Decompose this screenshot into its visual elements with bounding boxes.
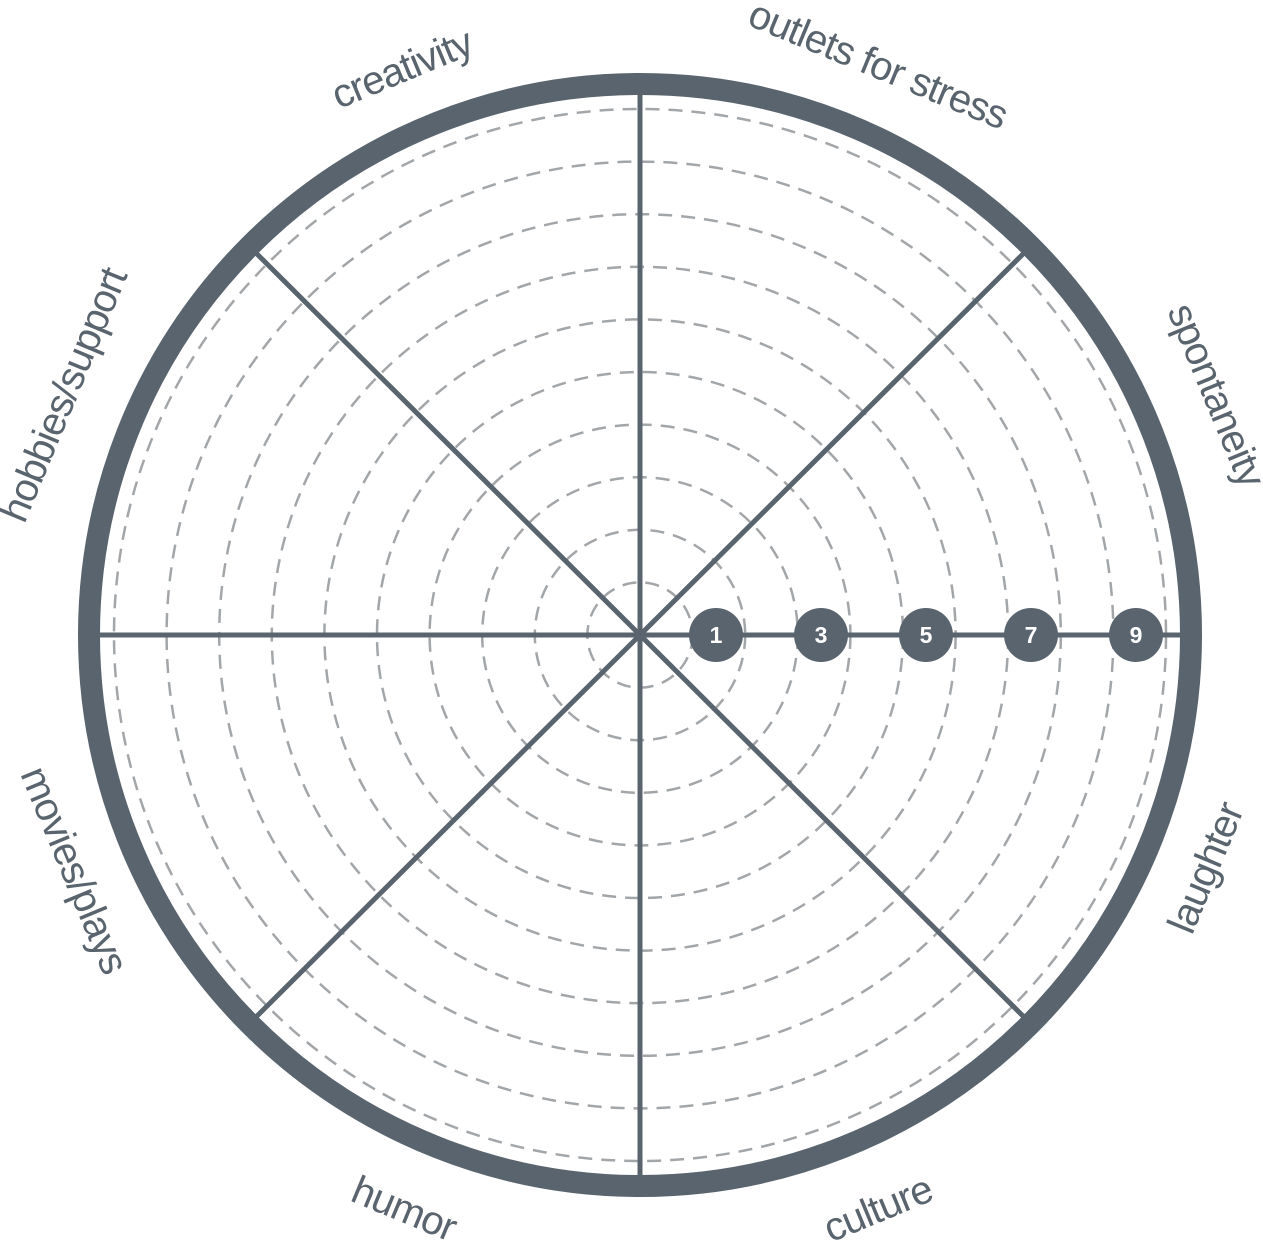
segment-label-outlets-for-stress: outlets for stress	[742, 0, 1013, 138]
scale-marker-7-badge	[1004, 608, 1058, 662]
scale-marker-5-label: 5	[920, 622, 933, 648]
scale-marker-9: 9	[1109, 608, 1163, 662]
scale-marker-3-label: 3	[815, 622, 828, 648]
scale-marker-5: 5	[899, 608, 953, 662]
segment-spokes	[89, 84, 1191, 1186]
scale-marker-1-label: 1	[710, 622, 723, 648]
segment-label-culture: culture	[817, 1167, 938, 1249]
scale-marker-7-label: 7	[1025, 622, 1038, 648]
segment-label-humor: humor	[345, 1168, 463, 1249]
segment-label-creativity: creativity	[325, 20, 479, 118]
scale-marker-5-badge	[899, 608, 953, 662]
outer-ring	[78, 73, 1202, 1197]
scale-marker-7: 7	[1004, 608, 1058, 662]
scale-marker-9-label: 9	[1130, 622, 1143, 648]
scale-marker-1-badge	[689, 608, 743, 662]
scale-marker-9-badge	[1109, 608, 1163, 662]
spoke-diagonal-nw-se	[253, 250, 1027, 1020]
scale-marker-1: 1	[689, 608, 743, 662]
scale-marker-3: 3	[794, 608, 848, 662]
segment-label-laughter: laughter	[1160, 796, 1253, 940]
scale-marker-3-badge	[794, 608, 848, 662]
